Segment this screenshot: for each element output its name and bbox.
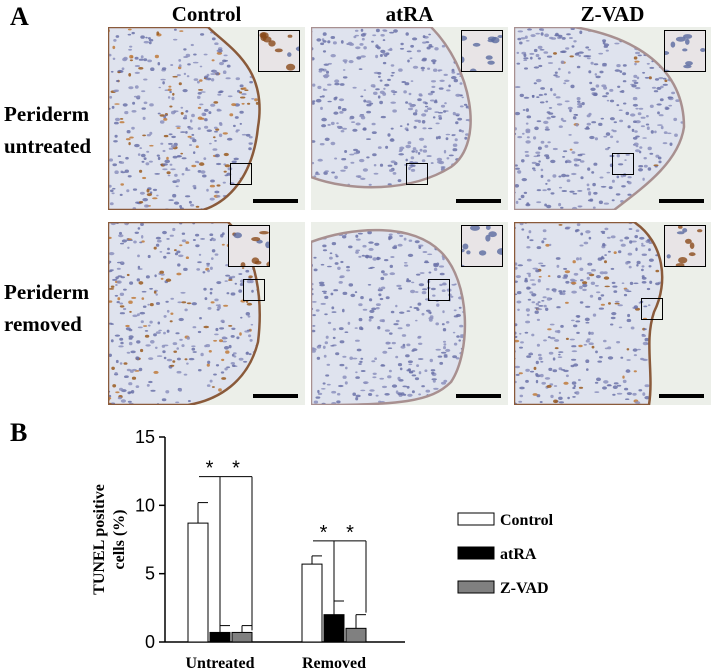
significance-star: * bbox=[346, 522, 354, 544]
micrograph-zvad-removed bbox=[514, 222, 711, 405]
scale-bar bbox=[253, 199, 298, 203]
scale-bar bbox=[253, 394, 298, 398]
bar-control-removed bbox=[301, 563, 323, 643]
region-box bbox=[428, 279, 450, 301]
row-label-untreated: Periderm untreated bbox=[4, 98, 91, 162]
column-title-control: Control bbox=[171, 2, 242, 26]
bar-atra-untreated bbox=[209, 631, 231, 643]
region-box bbox=[243, 279, 265, 301]
bar-zvad-removed bbox=[345, 627, 367, 643]
y-tick-label: 5 bbox=[145, 564, 155, 584]
scale-bar bbox=[456, 394, 501, 398]
row-label-line1: Periderm bbox=[4, 102, 90, 126]
y-axis-label: TUNEL positive bbox=[91, 484, 108, 595]
zoom-inset bbox=[461, 225, 503, 267]
tunel-bar-chart: 0 5 10 15 TUNEL positive cells (%) Untreated Re… bbox=[91, 427, 554, 671]
micrograph-zvad-untreated bbox=[514, 27, 711, 210]
zoom-inset bbox=[228, 225, 270, 267]
scale-bar bbox=[456, 199, 501, 203]
region-box bbox=[641, 298, 663, 320]
bar-control-untreated bbox=[187, 522, 209, 643]
column-title-zvad: Z-VAD bbox=[580, 2, 645, 26]
bar-atra-removed bbox=[323, 614, 345, 643]
legend-swatch bbox=[457, 546, 495, 560]
row-label-line2: removed bbox=[4, 312, 82, 336]
zoom-inset bbox=[664, 225, 706, 267]
micrograph-control-removed bbox=[108, 222, 305, 405]
row-label-removed: Periderm removed bbox=[4, 276, 89, 340]
region-box bbox=[612, 153, 634, 175]
region-box bbox=[406, 163, 428, 185]
x-tick-label: Untreated bbox=[185, 655, 254, 671]
legend-label: atRA bbox=[500, 546, 537, 563]
y-axis-label-line2: cells (%) bbox=[111, 510, 128, 570]
legend-swatch bbox=[457, 512, 495, 526]
panel-a-label: A bbox=[10, 2, 29, 31]
region-box bbox=[230, 163, 252, 185]
micrograph-control-untreated bbox=[108, 27, 305, 210]
zoom-inset bbox=[664, 30, 706, 72]
scale-bar bbox=[659, 199, 704, 203]
y-tick-label: 15 bbox=[135, 427, 155, 447]
legend-label: Z-VAD bbox=[500, 580, 549, 597]
legend-swatch bbox=[457, 580, 495, 594]
y-tick-label: 10 bbox=[135, 495, 155, 515]
legend-label: Control bbox=[500, 512, 554, 529]
column-title-atra: atRA bbox=[385, 2, 434, 26]
panel-b-label: B bbox=[10, 418, 28, 447]
scale-bar bbox=[659, 394, 704, 398]
significance-star: * bbox=[232, 458, 240, 480]
x-tick-label: Removed bbox=[302, 655, 366, 671]
micrograph-atra-removed bbox=[311, 222, 508, 405]
row-label-line1: Periderm bbox=[4, 280, 90, 304]
significance-star: * bbox=[320, 522, 328, 544]
micrograph-atra-untreated bbox=[311, 27, 508, 210]
zoom-inset bbox=[258, 30, 300, 72]
row-label-line2: untreated bbox=[4, 134, 92, 158]
bar-zvad-untreated bbox=[231, 631, 253, 643]
zoom-inset bbox=[461, 30, 503, 72]
y-tick-label: 0 bbox=[145, 632, 155, 652]
significance-star: * bbox=[206, 458, 214, 480]
